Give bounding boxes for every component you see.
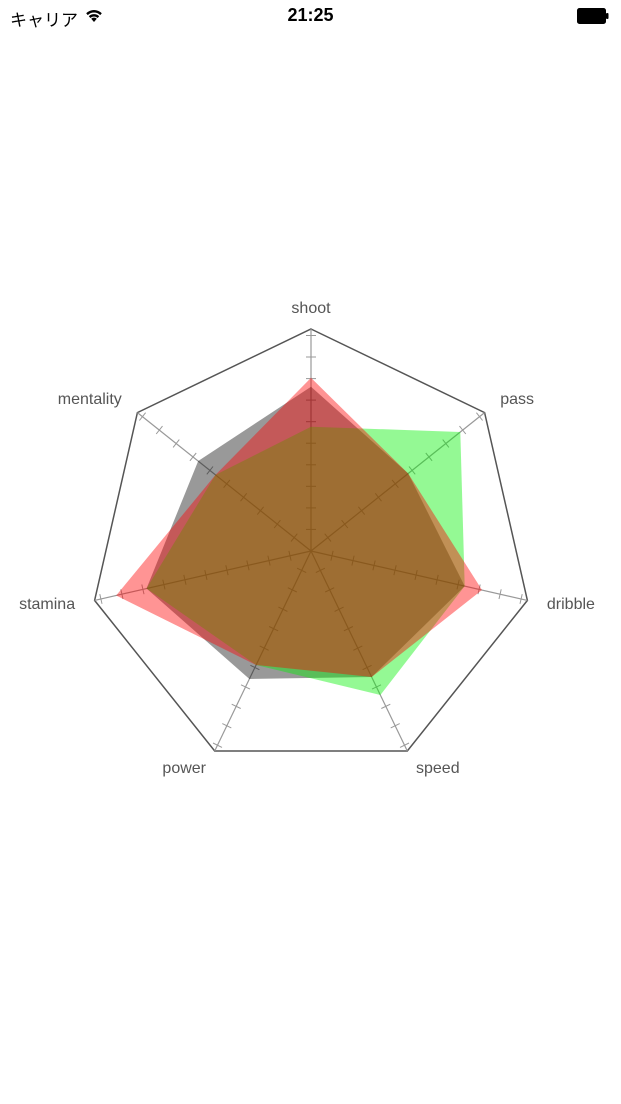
axis-tick [296,567,307,574]
axis-tick [372,560,376,571]
axis-tick [288,550,292,561]
axis-tick [162,579,166,590]
clock: 21:25 [287,5,334,25]
axis-spoke-stamina [94,550,312,601]
axis-tick [240,492,248,502]
axis-tick [330,550,334,561]
axis-tick [399,742,410,748]
series-area-0 [146,386,465,679]
series-area-1 [146,426,465,695]
axis-tick [183,574,187,585]
axis-tick [240,684,251,690]
axis-tick [371,684,382,690]
axis-tick [343,626,354,632]
axis-spoke-power [214,550,312,752]
axis-tick [324,587,335,593]
axis-tick [334,606,344,612]
axis-tick [250,664,260,671]
axis-tick [425,452,433,462]
axis-tick [206,466,214,475]
axis-tick [212,742,223,748]
axis-tick [120,589,124,600]
axis-label-dribble: dribble [547,596,595,613]
axis-tick [351,555,355,566]
axis-tick [189,452,197,462]
axis-tick [222,723,232,729]
axis-tick [172,439,180,448]
axis-spoke-dribble [310,550,528,601]
axis-tick [273,519,281,529]
axis-label-pass: pass [500,391,534,408]
axis-tick [141,584,145,595]
axis-tick [315,567,326,574]
axis-tick [155,425,163,435]
axis-label-speed: speed [416,760,460,777]
axis-tick [391,479,399,489]
axis-label-stamina: stamina [19,596,75,613]
status-bar: キャリア 21:25 [0,0,621,32]
axis-spoke-pass [310,412,485,552]
axis-tick [231,703,241,709]
axis-tick [204,569,208,581]
wifi-icon [86,10,102,22]
axis-tick [519,593,523,604]
axis-tick [408,466,416,475]
axis-tick [459,425,467,435]
axis-tick [362,664,372,671]
axis-tick [393,565,397,576]
axis-tick [267,555,271,566]
axis-tick [498,589,502,600]
axis-tick [268,626,279,632]
axis-tick [353,645,363,651]
axis-tick [287,587,298,593]
axis-tick [390,723,400,729]
axis-tick [456,579,460,590]
axis-spoke-mentality [137,412,312,552]
axis-label-power: power [162,760,206,777]
axis-tick [476,412,483,421]
axis-tick [225,565,229,576]
axis-tick [358,506,366,515]
radar-outer-web [93,328,529,752]
series-area-2 [116,377,482,677]
axis-tick [341,519,349,529]
axis-tick [246,560,250,571]
axis-tick [290,533,298,542]
axis-tick [223,479,231,489]
axis-spoke-speed [310,550,408,752]
axis-tick [442,439,450,448]
axis-tick [139,412,146,421]
axis-tick [381,703,391,709]
axis-tick [324,533,332,542]
axis-tick [477,584,481,595]
axis-label-mentality: mentality [58,391,122,408]
axis-label-shoot: shoot [291,300,331,317]
axis-tick [414,569,418,581]
axis-tick [435,574,439,585]
battery-icon [577,8,609,24]
axis-tick [374,492,382,502]
axis-tick [259,645,269,651]
axis-tick [99,593,103,604]
carrier-label: キャリア [10,11,78,30]
axis-tick [278,606,288,612]
axis-tick [256,506,264,515]
